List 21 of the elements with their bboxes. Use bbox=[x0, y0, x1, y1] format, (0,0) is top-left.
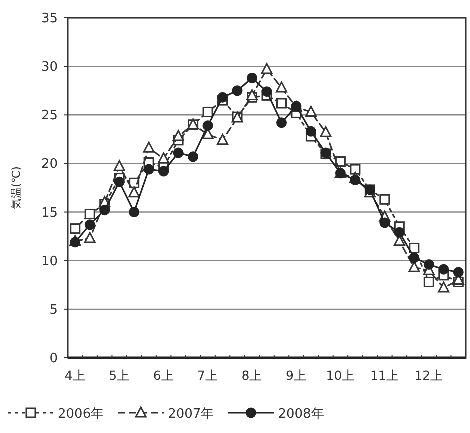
x-tick-label: 7上 bbox=[198, 368, 219, 383]
y-tick-label: 10 bbox=[41, 254, 58, 270]
y-tick-label: 20 bbox=[41, 157, 58, 172]
x-tick-label: 11上 bbox=[370, 368, 400, 383]
y-tick-label: 25 bbox=[41, 108, 58, 124]
y-tick-label: 30 bbox=[41, 60, 58, 76]
x-tick-label: 9上 bbox=[286, 368, 307, 383]
x-tick-label: 6上 bbox=[153, 368, 174, 383]
y-tick-label: 15 bbox=[41, 206, 58, 221]
y-tick-label: 5 bbox=[50, 302, 58, 318]
x-tick-label: 12上 bbox=[414, 368, 444, 383]
legend-label: 2006年 bbox=[58, 407, 104, 422]
x-tick-label: 5上 bbox=[109, 368, 130, 383]
x-tick-label: 4上 bbox=[64, 368, 86, 383]
y-tick-label: 35 bbox=[41, 12, 58, 26]
y-tick-label: 0 bbox=[50, 352, 58, 366]
x-tick-label: 8上 bbox=[242, 368, 263, 383]
legend-label: 2007年 bbox=[168, 407, 214, 422]
y-axis-title: 気温(℃) bbox=[10, 166, 23, 210]
x-tick-label: 10上 bbox=[326, 368, 356, 383]
legend-label: 2008年 bbox=[278, 407, 324, 422]
